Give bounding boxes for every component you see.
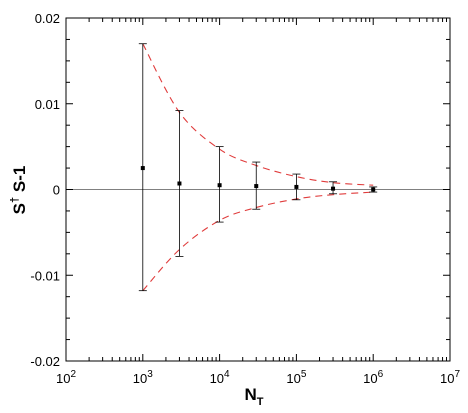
x-tick-label: 104 — [210, 369, 230, 386]
x-tick-label-base: 10 — [133, 371, 147, 386]
data-point — [254, 184, 259, 189]
y-tick-label: 0.02 — [35, 11, 60, 26]
x-axis-title-main: N — [244, 385, 256, 404]
y-axis-title-s: S — [10, 203, 29, 214]
x-tick-label-exponent: 7 — [454, 369, 460, 380]
data-point — [140, 166, 145, 171]
x-tick-label-exponent: 2 — [70, 369, 76, 380]
y-tick-label: -0.01 — [30, 268, 60, 283]
x-tick-label-exponent: 6 — [378, 369, 384, 380]
x-tick-label: 107 — [440, 369, 460, 386]
data-point — [331, 186, 336, 191]
x-tick-label-base: 10 — [440, 371, 454, 386]
upper-envelope-curve — [142, 43, 374, 186]
data-point — [217, 183, 222, 188]
y-axis-title-dagger: † — [9, 197, 21, 203]
y-tick-label: 0.01 — [35, 97, 60, 112]
x-axis-title: NT — [244, 385, 263, 408]
x-tick-label-exponent: 3 — [147, 369, 153, 380]
x-tick-label: 106 — [363, 369, 383, 386]
x-tick-label: 105 — [286, 369, 306, 386]
data-point — [294, 184, 299, 189]
lower-envelope-curve — [142, 191, 374, 292]
data-point — [371, 187, 376, 192]
y-axis-title: S† S-1 — [9, 166, 29, 215]
x-tick-label-base: 10 — [363, 371, 377, 386]
x-tick-label-base: 10 — [286, 371, 300, 386]
x-tick-label-exponent: 5 — [301, 369, 307, 380]
x-tick-label: 103 — [133, 369, 153, 386]
y-axis-title-rest: S-1 — [10, 166, 29, 197]
y-tick-label: -0.02 — [30, 354, 60, 369]
data-point — [177, 181, 182, 186]
x-tick-label-exponent: 4 — [224, 369, 230, 380]
x-axis-title-sub: T — [257, 396, 264, 408]
x-tick-label-base: 10 — [56, 371, 70, 386]
x-tick-label-base: 10 — [210, 371, 224, 386]
x-tick-label: 102 — [56, 369, 76, 386]
y-tick-label: 0 — [53, 183, 60, 198]
